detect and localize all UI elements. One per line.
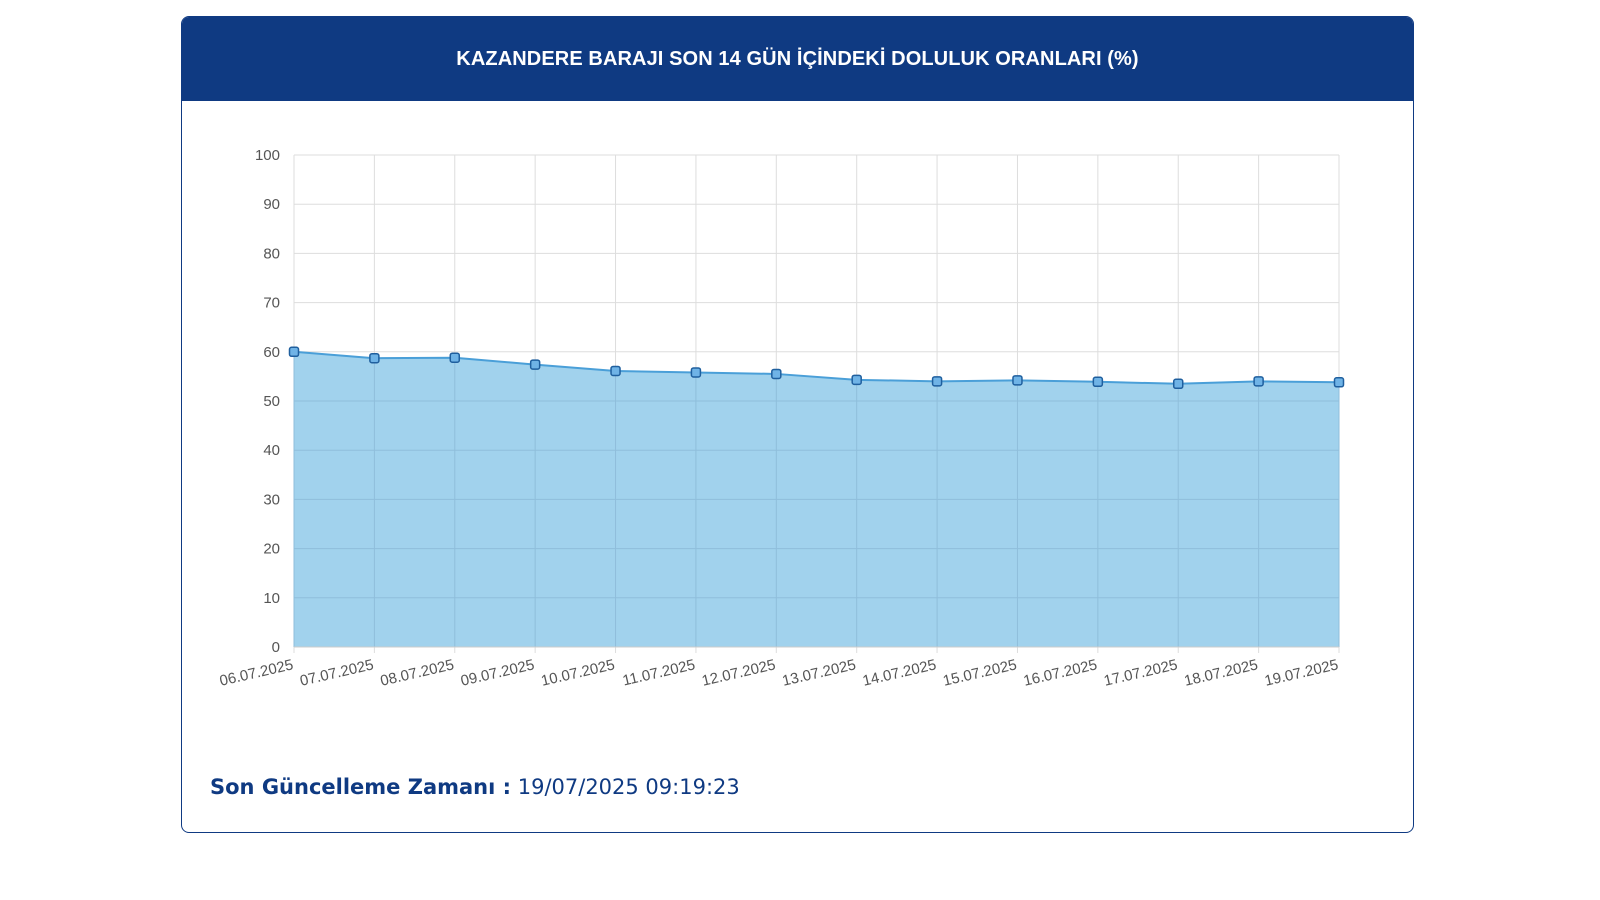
data-point (1253, 376, 1264, 387)
chart-card: KAZANDERE BARAJI SON 14 GÜN İÇİNDEKİ DOL… (181, 16, 1414, 833)
data-point (449, 352, 461, 363)
x-tick-label: 16.07.2025 (1022, 656, 1099, 689)
last-update: Son Güncelleme Zamanı : 19/07/2025 09:19… (210, 775, 740, 799)
y-tick-label: 30 (263, 491, 280, 508)
data-point (1172, 378, 1184, 390)
x-tick-label: 07.07.2025 (298, 656, 375, 689)
fill-rate-chart: 0 10 20 30 40 50 60 70 80 90 100 06.07.2025 07.07.20… (218, 147, 1345, 690)
y-tick-label: 50 (263, 393, 280, 410)
x-tick-label: 08.07.2025 (379, 656, 456, 689)
data-point (931, 376, 943, 387)
y-tick-label: 70 (263, 295, 280, 312)
data-point (771, 368, 782, 380)
y-tick-label: 100 (255, 147, 280, 164)
y-tick-label: 40 (263, 442, 280, 459)
y-tick-label: 10 (263, 590, 280, 607)
x-tick-label: 15.07.2025 (941, 656, 1018, 689)
chart-area: 0 10 20 30 40 50 60 70 80 90 100 06.07.2025 07.07.20… (182, 101, 1413, 741)
x-tick-label: 18.07.2025 (1183, 656, 1260, 689)
data-point (851, 374, 862, 386)
data-point (610, 365, 621, 377)
data-point (1012, 375, 1023, 386)
x-tick-label: 17.07.2025 (1102, 656, 1179, 689)
data-point (369, 352, 380, 364)
data-point (529, 359, 541, 370)
last-update-label: Son Güncelleme Zamanı : (210, 775, 512, 799)
y-tick-label: 20 (263, 541, 280, 558)
y-tick-label: 60 (263, 344, 280, 361)
y-tick-label: 80 (263, 245, 280, 262)
x-tick-label: 14.07.2025 (861, 656, 938, 689)
x-tick-label: 11.07.2025 (621, 656, 697, 689)
x-tick-label: 12.07.2025 (700, 656, 777, 689)
chart-title: KAZANDERE BARAJI SON 14 GÜN İÇİNDEKİ DOL… (456, 47, 1139, 70)
x-tick-label: 09.07.2025 (459, 656, 536, 689)
x-tick-label: 19.07.2025 (1263, 656, 1340, 689)
data-point (1092, 376, 1104, 388)
data-point (288, 346, 300, 358)
y-tick-label: 90 (263, 196, 280, 213)
y-tick-label: 0 (272, 639, 280, 656)
x-tick-label: 10.07.2025 (539, 656, 616, 689)
data-point (1333, 377, 1345, 388)
x-tick-label: 13.07.2025 (781, 656, 858, 689)
chart-header: KAZANDERE BARAJI SON 14 GÜN İÇİNDEKİ DOL… (182, 17, 1413, 101)
x-tick-label: 06.07.2025 (218, 656, 295, 689)
last-update-value: 19/07/2025 09:19:23 (517, 775, 740, 799)
series-line (293, 350, 1340, 385)
data-point (690, 367, 702, 378)
